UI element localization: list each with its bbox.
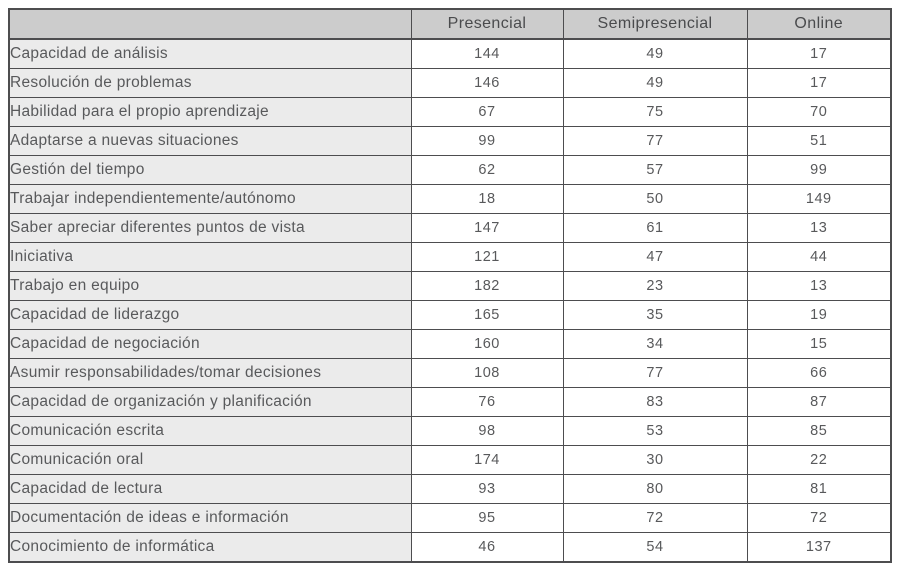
cell-semipresencial: 49 bbox=[562, 38, 748, 69]
row-label: Capacidad de negociación bbox=[8, 329, 412, 359]
table-row: Capacidad de organización y planificació… bbox=[8, 387, 892, 417]
row-label: Trabajar independientemente/autónomo bbox=[8, 184, 412, 214]
cell-online: 13 bbox=[746, 213, 892, 243]
cell-presencial: 98 bbox=[410, 416, 564, 446]
cell-semipresencial: 61 bbox=[562, 213, 748, 243]
column-header-presencial: Presencial bbox=[410, 8, 564, 40]
header-row: Presencial Semipresencial Online bbox=[8, 8, 892, 40]
table-row: Adaptarse a nuevas situaciones 99 77 51 bbox=[8, 126, 892, 156]
row-label: Capacidad de lectura bbox=[8, 474, 412, 504]
cell-presencial: 46 bbox=[410, 532, 564, 563]
cell-semipresencial: 83 bbox=[562, 387, 748, 417]
cell-online: 70 bbox=[746, 97, 892, 127]
cell-presencial: 76 bbox=[410, 387, 564, 417]
column-header-online: Online bbox=[746, 8, 892, 40]
table-row: Trabajo en equipo 182 23 13 bbox=[8, 271, 892, 301]
cell-presencial: 93 bbox=[410, 474, 564, 504]
cell-online: 44 bbox=[746, 242, 892, 272]
cell-semipresencial: 23 bbox=[562, 271, 748, 301]
cell-semipresencial: 35 bbox=[562, 300, 748, 330]
cell-presencial: 147 bbox=[410, 213, 564, 243]
cell-semipresencial: 54 bbox=[562, 532, 748, 563]
cell-presencial: 99 bbox=[410, 126, 564, 156]
table-row: Capacidad de lectura 93 80 81 bbox=[8, 474, 892, 504]
cell-semipresencial: 49 bbox=[562, 68, 748, 98]
table-row: Asumir responsabilidades/tomar decisione… bbox=[8, 358, 892, 388]
row-label: Habilidad para el propio aprendizaje bbox=[8, 97, 412, 127]
column-header-semipresencial: Semipresencial bbox=[562, 8, 748, 40]
cell-semipresencial: 34 bbox=[562, 329, 748, 359]
row-label: Comunicación oral bbox=[8, 445, 412, 475]
corner-cell bbox=[8, 8, 412, 40]
row-label: Iniciativa bbox=[8, 242, 412, 272]
cell-presencial: 174 bbox=[410, 445, 564, 475]
cell-online: 13 bbox=[746, 271, 892, 301]
table-row: Gestión del tiempo 62 57 99 bbox=[8, 155, 892, 185]
cell-presencial: 121 bbox=[410, 242, 564, 272]
cell-online: 66 bbox=[746, 358, 892, 388]
cell-presencial: 108 bbox=[410, 358, 564, 388]
row-label: Conocimiento de informática bbox=[8, 532, 412, 563]
table-row: Resolución de problemas 146 49 17 bbox=[8, 68, 892, 98]
cell-semipresencial: 47 bbox=[562, 242, 748, 272]
table-row: Habilidad para el propio aprendizaje 67 … bbox=[8, 97, 892, 127]
cell-semipresencial: 72 bbox=[562, 503, 748, 533]
table-row: Capacidad de análisis 144 49 17 bbox=[8, 38, 892, 69]
cell-presencial: 165 bbox=[410, 300, 564, 330]
cell-online: 17 bbox=[746, 68, 892, 98]
table-row: Conocimiento de informática 46 54 137 bbox=[8, 532, 892, 563]
cell-online: 87 bbox=[746, 387, 892, 417]
table-row: Trabajar independientemente/autónomo 18 … bbox=[8, 184, 892, 214]
cell-presencial: 144 bbox=[410, 38, 564, 69]
row-label: Gestión del tiempo bbox=[8, 155, 412, 185]
row-label: Comunicación escrita bbox=[8, 416, 412, 446]
cell-online: 149 bbox=[746, 184, 892, 214]
cell-online: 72 bbox=[746, 503, 892, 533]
table-row: Comunicación escrita 98 53 85 bbox=[8, 416, 892, 446]
cell-semipresencial: 53 bbox=[562, 416, 748, 446]
cell-semipresencial: 77 bbox=[562, 358, 748, 388]
cell-semipresencial: 77 bbox=[562, 126, 748, 156]
cell-presencial: 146 bbox=[410, 68, 564, 98]
row-label: Capacidad de análisis bbox=[8, 38, 412, 69]
cell-semipresencial: 50 bbox=[562, 184, 748, 214]
cell-online: 85 bbox=[746, 416, 892, 446]
table-row: Documentación de ideas e información 95 … bbox=[8, 503, 892, 533]
cell-presencial: 95 bbox=[410, 503, 564, 533]
skills-modality-table: Presencial Semipresencial Online Capacid… bbox=[8, 8, 892, 563]
table-row: Iniciativa 121 47 44 bbox=[8, 242, 892, 272]
cell-semipresencial: 57 bbox=[562, 155, 748, 185]
row-label: Asumir responsabilidades/tomar decisione… bbox=[8, 358, 412, 388]
table-row: Comunicación oral 174 30 22 bbox=[8, 445, 892, 475]
row-label: Capacidad de liderazgo bbox=[8, 300, 412, 330]
cell-online: 137 bbox=[746, 532, 892, 563]
cell-online: 15 bbox=[746, 329, 892, 359]
cell-presencial: 67 bbox=[410, 97, 564, 127]
table-row: Saber apreciar diferentes puntos de vist… bbox=[8, 213, 892, 243]
cell-online: 19 bbox=[746, 300, 892, 330]
row-label: Saber apreciar diferentes puntos de vist… bbox=[8, 213, 412, 243]
row-label: Capacidad de organización y planificació… bbox=[8, 387, 412, 417]
cell-semipresencial: 75 bbox=[562, 97, 748, 127]
cell-presencial: 18 bbox=[410, 184, 564, 214]
row-label: Trabajo en equipo bbox=[8, 271, 412, 301]
cell-online: 17 bbox=[746, 38, 892, 69]
cell-presencial: 182 bbox=[410, 271, 564, 301]
row-label: Adaptarse a nuevas situaciones bbox=[8, 126, 412, 156]
table-row: Capacidad de liderazgo 165 35 19 bbox=[8, 300, 892, 330]
cell-online: 51 bbox=[746, 126, 892, 156]
row-label: Resolución de problemas bbox=[8, 68, 412, 98]
cell-online: 22 bbox=[746, 445, 892, 475]
cell-online: 99 bbox=[746, 155, 892, 185]
table-row: Capacidad de negociación 160 34 15 bbox=[8, 329, 892, 359]
cell-presencial: 62 bbox=[410, 155, 564, 185]
row-label: Documentación de ideas e información bbox=[8, 503, 412, 533]
cell-online: 81 bbox=[746, 474, 892, 504]
cell-presencial: 160 bbox=[410, 329, 564, 359]
cell-semipresencial: 80 bbox=[562, 474, 748, 504]
cell-semipresencial: 30 bbox=[562, 445, 748, 475]
